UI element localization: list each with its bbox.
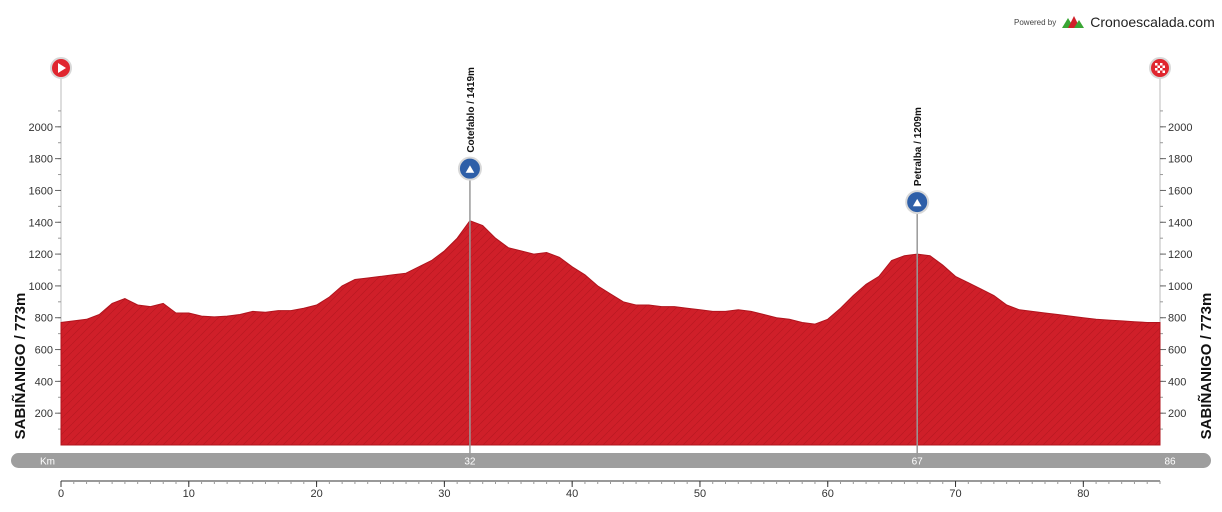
- elevation-area: [60, 220, 1161, 446]
- climb-label: Cotefablo / 1419m: [466, 67, 477, 153]
- mountain-pass-icon-glyph: ⛰: [912, 198, 922, 209]
- mountain-logo-icon: [1062, 16, 1085, 28]
- x-tick-label: 0: [58, 488, 64, 500]
- right-y-tick-label: 2000: [1168, 122, 1192, 134]
- powered-by: Powered by Cronoescalada.com: [1014, 14, 1215, 30]
- left-y-tick-label: 1600: [29, 185, 53, 197]
- left-y-tick-label: 1800: [29, 154, 53, 166]
- start-play-glyph: [58, 63, 66, 73]
- mountain-pass-icon-circle: [905, 190, 930, 215]
- start-flag-icon[interactable]: [50, 57, 72, 79]
- finish-checker-square: [1162, 65, 1165, 68]
- x-tick-label: 50: [694, 488, 706, 500]
- x-tick-label: 80: [1077, 488, 1089, 500]
- finish-checker-square: [1162, 70, 1165, 73]
- km-bar: [11, 453, 1211, 468]
- x-tick-label: 30: [438, 488, 450, 500]
- right-y-tick-label: 1600: [1168, 185, 1192, 197]
- km-bar-end-label: 86: [1164, 457, 1176, 468]
- finish-checker-square: [1160, 63, 1163, 66]
- powered-by-label: Powered by: [1014, 17, 1057, 27]
- x-tick-label: 60: [822, 488, 834, 500]
- right-y-tick-label: 800: [1168, 313, 1186, 325]
- x-tick-label: 70: [949, 488, 961, 500]
- x-tick-label: 20: [310, 488, 322, 500]
- x-tick-label: 40: [566, 488, 578, 500]
- finish-checker-square: [1155, 63, 1158, 66]
- climb-km-label: 32: [464, 457, 476, 468]
- mountain-pass-icon-circle: [457, 156, 482, 181]
- right-y-tick-label: 1800: [1168, 154, 1192, 166]
- left-y-tick-label: 800: [35, 313, 53, 325]
- left-y-tick-label: 400: [35, 376, 53, 388]
- mountain-pass-icon[interactable]: ⛰: [905, 190, 930, 215]
- right-y-tick-label: 600: [1168, 345, 1186, 357]
- finish-checker-square: [1155, 68, 1158, 71]
- right-y-tick-label: 1200: [1168, 249, 1192, 261]
- mountain-pass-icon[interactable]: ⛰: [457, 156, 482, 181]
- right-y-tick-label: 1000: [1168, 281, 1192, 293]
- left-y-tick-label: 600: [35, 345, 53, 357]
- left-y-tick-label: 2000: [29, 122, 53, 134]
- left-y-tick-label: 1200: [29, 249, 53, 261]
- km-bar-label: Km: [40, 457, 55, 468]
- finish-checker-square: [1157, 65, 1160, 68]
- mountain-pass-icon-glyph: ⛰: [465, 165, 475, 176]
- x-tick-label: 10: [183, 488, 195, 500]
- right-finish-label: SABIÑANIGO / 773m: [1197, 293, 1215, 440]
- left-y-tick-label: 1400: [29, 217, 53, 229]
- climb-km-label: 67: [912, 457, 924, 468]
- finish-checker-square: [1157, 70, 1160, 73]
- left-y-tick-label: 1000: [29, 281, 53, 293]
- left-y-tick-label: 200: [35, 408, 53, 420]
- right-y-tick-label: 200: [1168, 408, 1186, 420]
- brand-name[interactable]: Cronoescalada.com: [1090, 14, 1215, 30]
- right-y-tick-label: 400: [1168, 376, 1186, 388]
- finish-flag-icon[interactable]: [1149, 57, 1171, 79]
- right-y-tick-label: 1400: [1168, 217, 1192, 229]
- climb-label: Petralba / 1209m: [913, 107, 924, 186]
- left-start-label: SABIÑANIGO / 773m: [11, 293, 29, 440]
- finish-checker-square: [1160, 68, 1163, 71]
